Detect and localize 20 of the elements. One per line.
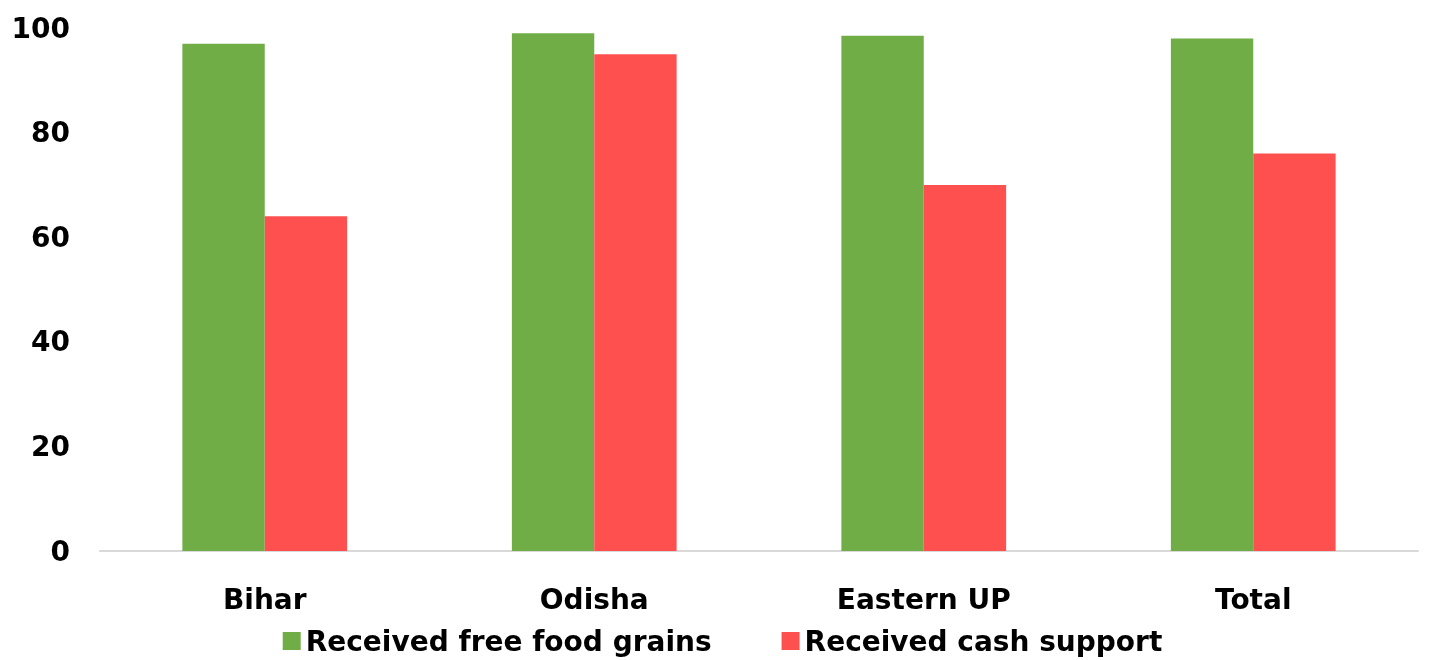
bar xyxy=(594,54,677,551)
legend-label: Received free food grains xyxy=(305,624,712,658)
bar xyxy=(1253,153,1336,551)
y-tick-label: 40 xyxy=(31,325,70,359)
bar xyxy=(1170,38,1254,551)
y-tick-label: 0 xyxy=(50,534,70,568)
y-tick-label: 60 xyxy=(31,220,70,254)
y-tick-label: 20 xyxy=(31,429,70,463)
y-tick-label: 80 xyxy=(31,116,70,150)
bar xyxy=(511,33,595,551)
x-tick-label: Total xyxy=(1215,582,1292,616)
bar xyxy=(182,43,265,551)
legend-label: Received cash support xyxy=(804,624,1163,658)
x-tick-label: Bihar xyxy=(222,582,307,616)
x-tick-label: Eastern UP xyxy=(836,582,1011,616)
bar xyxy=(923,184,1007,551)
bar xyxy=(841,35,924,551)
bar xyxy=(264,216,348,551)
y-tick-label: 100 xyxy=(11,11,70,45)
x-tick-label: Odisha xyxy=(539,582,649,616)
